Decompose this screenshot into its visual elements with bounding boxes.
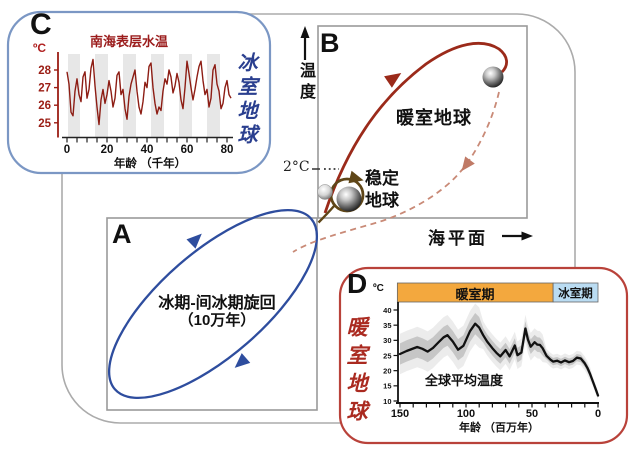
loop-arrow-icon <box>348 170 364 184</box>
panel-d-temperature-series <box>398 303 600 401</box>
c-y-tick-label: 28 <box>38 65 51 77</box>
c-y-tick-label: 26 <box>38 100 51 112</box>
c-x-tick-label: 40 <box>141 144 154 156</box>
c-y-tick-label: 27 <box>38 83 51 95</box>
sea-level-axis-arrow-icon <box>502 231 533 241</box>
c-y-tick-label: 25 <box>38 118 51 130</box>
c-x-tick-label: 60 <box>181 144 194 156</box>
sea-level-axis-label: 海平面 <box>428 229 488 248</box>
panel-c-xaxis-label: 年龄 （千年） <box>113 158 187 170</box>
uncertainty-band <box>400 303 598 401</box>
c-x-tick-label: 20 <box>101 144 114 156</box>
icehouse-earth-side-label: 冰室地球 <box>234 52 258 148</box>
d-y-tick-label: 20 <box>383 366 391 375</box>
warm-period-bar-label: 暖室期 <box>455 287 495 302</box>
panel-c-axes: 25 26 27 28 0 20 40 60 80 <box>38 52 233 156</box>
c-x-tick-label: 80 <box>221 144 234 156</box>
d-y-tick-label: 35 <box>383 321 391 330</box>
greenhouse-return-dashed-curve <box>292 91 500 253</box>
panel-c-unit-label: ºC <box>33 41 47 55</box>
panel-a-label: A <box>112 219 132 249</box>
panel-d-axes: 10 15 20 25 30 35 40 150 100 50 0 <box>383 302 601 420</box>
two-degree-label: 2°C <box>283 159 310 175</box>
dashed-arrow-icon <box>461 156 475 172</box>
stable-earth-label-line1: 稳定 <box>365 169 399 188</box>
global-temperature-line <box>398 322 600 397</box>
temperature-axis-label: 温度 <box>297 62 314 104</box>
small-earth-sphere <box>317 184 333 200</box>
glacial-cycle-label: 冰期-间冰期旋回 <box>158 295 276 312</box>
panel-d-box <box>338 266 629 445</box>
ice-period-bar-label: 冰室期 <box>558 288 593 300</box>
panel-d-xaxis-label: 年龄 （百万年） <box>458 422 540 434</box>
panel-b-label: B <box>320 28 340 58</box>
glacial-band <box>207 54 220 138</box>
panel-d-period-bars <box>396 282 599 303</box>
d-x-tick-label: 0 <box>595 408 601 420</box>
greenhouse-trajectory-curve <box>323 42 508 214</box>
panel-d-unit-label: ºC <box>373 283 384 294</box>
greenhouse-earth-sphere <box>482 66 504 88</box>
ellipse-arrow-up-icon <box>186 233 202 249</box>
panel-c-sst-series <box>66 58 232 126</box>
d-y-tick-label: 40 <box>383 306 391 315</box>
glacial-cycle-ellipse <box>107 208 319 400</box>
stable-earth-sphere <box>336 186 362 212</box>
panel-d-letter: D <box>347 268 368 299</box>
d-x-tick-label: 150 <box>391 408 409 420</box>
temperature-axis-arrow-icon <box>300 26 310 60</box>
d-y-tick-label: 30 <box>383 336 391 345</box>
global-mean-temperature-label: 全球平均温度 <box>425 373 504 388</box>
d-x-tick-label: 100 <box>457 408 475 420</box>
d-y-tick-label: 25 <box>383 351 391 360</box>
greenhouse-earth-label: 暖室地球 <box>396 108 472 128</box>
sst-line <box>66 58 232 126</box>
panel-a-box <box>106 217 318 411</box>
glacial-cycle-duration-label: （10万年） <box>178 312 256 329</box>
d-x-tick-label: 50 <box>526 408 538 420</box>
d-y-tick-label: 15 <box>383 382 391 391</box>
c-x-tick-label: 0 <box>64 144 70 156</box>
glacial-band <box>151 54 164 138</box>
stable-earth-label-line2: 地球 <box>365 191 399 210</box>
ice-period-bar <box>552 282 599 303</box>
panel-c-letter: C <box>30 8 52 41</box>
greenhouse-earth-side-label: 暖室地球 <box>344 316 369 428</box>
trajectory-arrow-icon <box>384 73 402 88</box>
d-y-tick-label: 10 <box>383 397 391 406</box>
panel-b-box <box>317 25 528 219</box>
panel-c-title: 南海表层水温 <box>90 34 169 49</box>
ellipse-arrow-down-icon <box>234 353 251 368</box>
